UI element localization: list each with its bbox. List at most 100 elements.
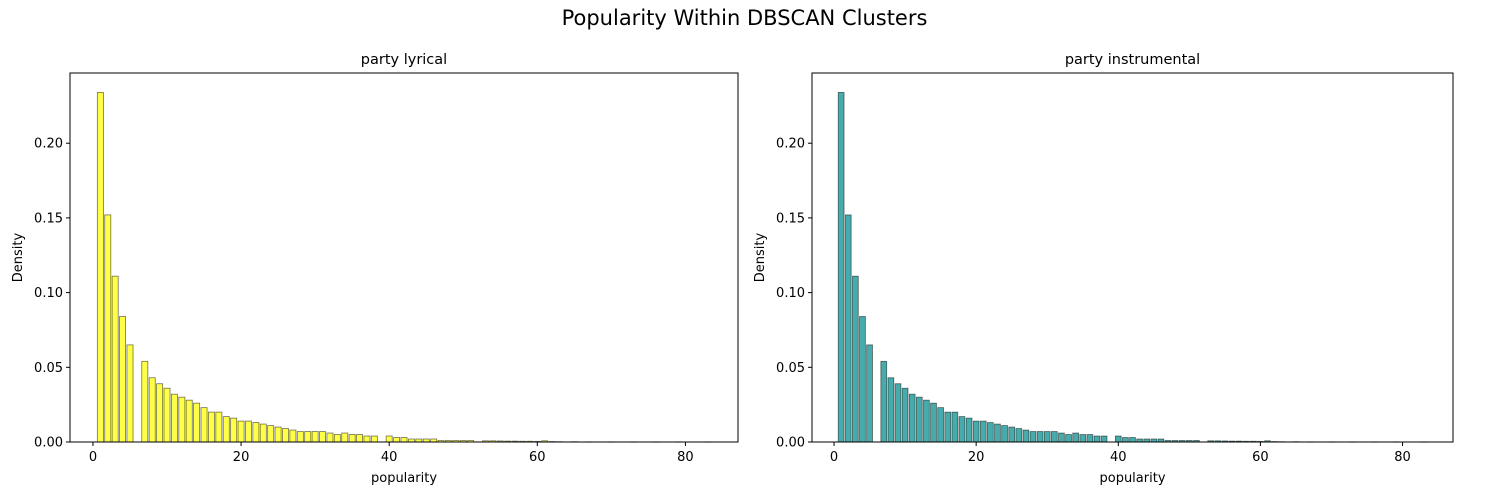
histogram-bar — [901, 387, 909, 443]
histogram-bar — [1022, 429, 1030, 443]
histogram-bar — [222, 416, 230, 443]
histogram-bar — [1093, 435, 1101, 443]
histogram-bar — [370, 435, 378, 443]
histogram-bar — [894, 383, 902, 443]
histogram-bar — [274, 426, 282, 443]
histogram-bar — [156, 383, 164, 443]
histogram-bar — [1036, 431, 1044, 443]
y-tick-label: 0.00 — [776, 436, 805, 451]
histogram-bar — [326, 432, 334, 443]
x-tick-label: 80 — [1394, 450, 1411, 465]
histogram-bar — [1043, 431, 1051, 443]
x-axis-label: popularity — [371, 471, 437, 486]
histogram-bar — [126, 344, 134, 443]
histogram-bar — [200, 407, 208, 443]
subplot-title: party instrumental — [1065, 52, 1200, 68]
histogram-bar — [944, 411, 952, 443]
histogram-bar — [237, 420, 245, 443]
axes-frame — [69, 72, 739, 443]
histogram-bar — [965, 417, 973, 443]
histogram-bar — [930, 402, 937, 443]
histogram-bar — [296, 431, 304, 443]
histogram-bar — [1029, 431, 1037, 443]
histogram-bar — [994, 423, 1001, 443]
histogram-bar — [880, 360, 888, 443]
histogram-bar — [163, 387, 171, 443]
histogram-bar — [1100, 435, 1108, 443]
histogram-bar — [333, 434, 341, 443]
y-tick-label: 0.05 — [34, 361, 63, 376]
x-tick-label: 40 — [1110, 450, 1127, 465]
histogram-bar — [267, 425, 275, 443]
histogram-bar — [1015, 428, 1023, 443]
histogram-bar — [400, 437, 408, 443]
histogram-bar — [170, 393, 178, 443]
axes-frame — [811, 72, 1454, 443]
histogram-bar — [923, 399, 930, 443]
histogram-bar — [915, 396, 923, 443]
histogram-bar — [1086, 434, 1094, 443]
histogram-bar — [866, 344, 873, 443]
histogram-bar — [951, 411, 959, 443]
x-tick-label: 20 — [233, 450, 250, 465]
histogram-bar — [1058, 432, 1065, 443]
histogram-bar — [393, 437, 401, 443]
y-tick-label: 0.10 — [34, 286, 63, 301]
histogram-bar — [844, 214, 852, 443]
histogram-bar — [908, 393, 916, 443]
y-tick-label: 0.20 — [34, 137, 63, 152]
histogram-bar — [104, 214, 112, 443]
y-tick-label: 0.00 — [34, 436, 63, 451]
subplot-2: 0 20 40 60 80 0.00 0.05 0.10 0.15 0.20 party instr… — [753, 52, 1454, 486]
y-tick-label: 0.10 — [776, 286, 805, 301]
histogram-bar — [356, 434, 363, 443]
x-tick-label: 60 — [1252, 450, 1269, 465]
histogram-bar — [1001, 425, 1008, 443]
y-tick-label: 0.15 — [34, 211, 63, 226]
x-axis-label: popularity — [1099, 471, 1165, 486]
x-tick-label: 40 — [381, 450, 398, 465]
histogram-bar — [208, 411, 215, 443]
histogram-bar — [245, 420, 252, 443]
histogram-bar — [972, 420, 980, 443]
histogram-bar — [859, 316, 866, 443]
histogram-bar — [304, 431, 312, 443]
histogram-bar — [282, 428, 289, 443]
histogram-bar — [1051, 431, 1058, 443]
y-tick-label: 0.20 — [776, 137, 805, 152]
histogram-bar — [1129, 437, 1136, 443]
histogram-bar — [937, 407, 944, 443]
histogram-bar — [111, 275, 119, 443]
histogram-bar — [259, 423, 267, 443]
histogram-bar — [289, 429, 297, 443]
histogram-bar — [837, 92, 845, 443]
histogram-bar — [193, 402, 201, 443]
histogram-bar — [1114, 435, 1122, 443]
histogram-bar — [1065, 434, 1072, 443]
y-tick-label: 0.15 — [776, 211, 805, 226]
histogram-bar — [148, 377, 156, 443]
x-tick-label: 20 — [968, 450, 985, 465]
histogram-bar — [215, 411, 223, 443]
subplot-title: party lyrical — [361, 52, 447, 68]
histogram-bar — [141, 360, 149, 443]
histogram-bar — [96, 92, 104, 443]
histogram-bar — [230, 417, 238, 443]
y-axis-label: Density — [753, 232, 768, 282]
histogram-bar — [987, 422, 994, 443]
x-tick-label: 0 — [830, 450, 838, 465]
histogram-bar — [1122, 437, 1129, 443]
histogram-bar — [958, 416, 966, 443]
histogram-bar — [979, 420, 987, 443]
histogram-bar — [887, 377, 895, 443]
histogram-bar — [178, 396, 186, 443]
histogram-bar — [363, 435, 371, 443]
histogram-bar — [319, 431, 326, 443]
histogram-bar — [348, 434, 356, 443]
histogram-bar — [341, 432, 349, 443]
subplot-1: 0 20 40 60 80 0.00 0.05 0.10 0.15 0.20 party lyric… — [11, 52, 739, 486]
histogram-bar — [385, 435, 393, 443]
histogram-bar — [185, 399, 193, 443]
